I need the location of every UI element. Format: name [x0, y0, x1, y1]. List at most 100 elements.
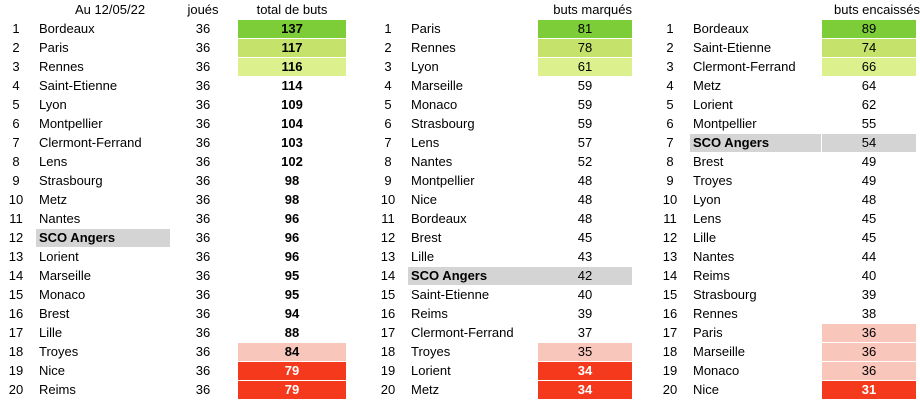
goal-count: 37 — [577, 325, 593, 340]
team-name: Lorient — [411, 363, 451, 378]
rank: 2 — [12, 40, 20, 55]
team-name: Reims — [693, 268, 730, 283]
rank: 14 — [8, 268, 24, 283]
rank: 7 — [666, 135, 674, 150]
rank: 16 — [380, 306, 396, 321]
goal-count: 117 — [238, 39, 346, 57]
games-played: 36 — [195, 325, 211, 340]
conceded-header: buts encaissés — [834, 2, 920, 17]
rank: 3 — [384, 59, 392, 74]
goal-count: 44 — [861, 249, 877, 264]
team-name: Monaco — [693, 363, 740, 378]
rank: 7 — [384, 135, 392, 150]
team-name: Clermont-Ferrand — [39, 135, 142, 150]
goal-count: 95 — [284, 268, 300, 283]
goal-count: 36 — [822, 343, 916, 361]
team-name: Clermont-Ferrand — [693, 59, 796, 74]
team-name: Rennes — [411, 40, 456, 55]
rank: 9 — [666, 173, 674, 188]
goal-count: 137 — [238, 20, 346, 38]
rank: 2 — [666, 40, 674, 55]
games-played: 36 — [195, 211, 211, 226]
rank: 19 — [662, 363, 678, 378]
goal-count: 36 — [822, 362, 916, 380]
rank: 4 — [666, 78, 674, 93]
goal-count: 98 — [284, 192, 300, 207]
rank: 10 — [8, 192, 24, 207]
goal-count: 66 — [822, 58, 916, 76]
team-name: Metz — [693, 78, 722, 93]
goal-count: 79 — [238, 362, 346, 380]
team-name: Reims — [39, 382, 76, 397]
games-played: 36 — [195, 363, 211, 378]
goal-count: 88 — [284, 325, 300, 340]
team-name: Lorient — [39, 249, 79, 264]
team-name: Nice — [411, 192, 438, 207]
rank: 5 — [384, 97, 392, 112]
team-name: Metz — [39, 192, 68, 207]
goal-count: 59 — [577, 97, 593, 112]
games-played: 36 — [195, 59, 211, 74]
team-name: Rennes — [39, 59, 84, 74]
goal-count: 116 — [238, 58, 346, 76]
team-name: Lyon — [693, 192, 721, 207]
rank: 13 — [380, 249, 396, 264]
games-played: 36 — [195, 40, 211, 55]
rank: 18 — [8, 344, 24, 359]
games-played: 36 — [195, 287, 211, 302]
goal-count: 49 — [861, 154, 877, 169]
rank: 12 — [662, 230, 678, 245]
team-name: Lens — [39, 154, 68, 169]
goal-count: 34 — [538, 381, 632, 399]
rank: 19 — [8, 363, 24, 378]
goal-count: 81 — [538, 20, 632, 38]
team-name: SCO Angers — [690, 134, 821, 152]
team-name: Bordeaux — [693, 21, 749, 36]
team-name: SCO Angers — [36, 229, 170, 247]
rank: 20 — [380, 382, 396, 397]
rank: 16 — [8, 306, 24, 321]
goal-count: 38 — [861, 306, 877, 321]
goal-count: 48 — [577, 192, 593, 207]
rank: 15 — [8, 287, 24, 302]
team-name: Lille — [693, 230, 717, 245]
date-header: Au 12/05/22 — [74, 2, 146, 17]
rank: 18 — [380, 344, 396, 359]
games-played: 36 — [195, 135, 211, 150]
games-played: 36 — [195, 306, 211, 321]
goal-count: 40 — [577, 287, 593, 302]
rank: 1 — [384, 21, 392, 36]
rank: 8 — [384, 154, 392, 169]
rank: 6 — [12, 116, 20, 131]
team-name: Strasbourg — [411, 116, 475, 131]
goal-count: 57 — [577, 135, 593, 150]
games-played: 36 — [195, 21, 211, 36]
games-played: 36 — [195, 344, 211, 359]
rank: 9 — [12, 173, 20, 188]
team-name: Marseille — [39, 268, 92, 283]
goal-count: 96 — [284, 230, 300, 245]
team-name: Reims — [411, 306, 448, 321]
goal-count: 95 — [284, 287, 300, 302]
team-name: Strasbourg — [693, 287, 757, 302]
team-name: Paris — [693, 325, 723, 340]
goal-count: 59 — [577, 116, 593, 131]
goal-count: 52 — [577, 154, 593, 169]
rank: 16 — [662, 306, 678, 321]
rank: 19 — [380, 363, 396, 378]
team-name: Nice — [39, 363, 66, 378]
goal-count: 109 — [281, 97, 303, 112]
goal-count: 39 — [577, 306, 593, 321]
games-played: 36 — [195, 173, 211, 188]
games-played: 36 — [195, 192, 211, 207]
rank: 14 — [662, 268, 678, 283]
team-name: Metz — [411, 382, 440, 397]
goal-count: 98 — [284, 173, 300, 188]
games-played: 36 — [195, 230, 211, 245]
goal-count: 54 — [822, 134, 916, 152]
games-played: 36 — [195, 249, 211, 264]
team-name: Brest — [39, 306, 70, 321]
rank: 17 — [8, 325, 24, 340]
rank: 12 — [380, 230, 396, 245]
games-played: 36 — [195, 268, 211, 283]
